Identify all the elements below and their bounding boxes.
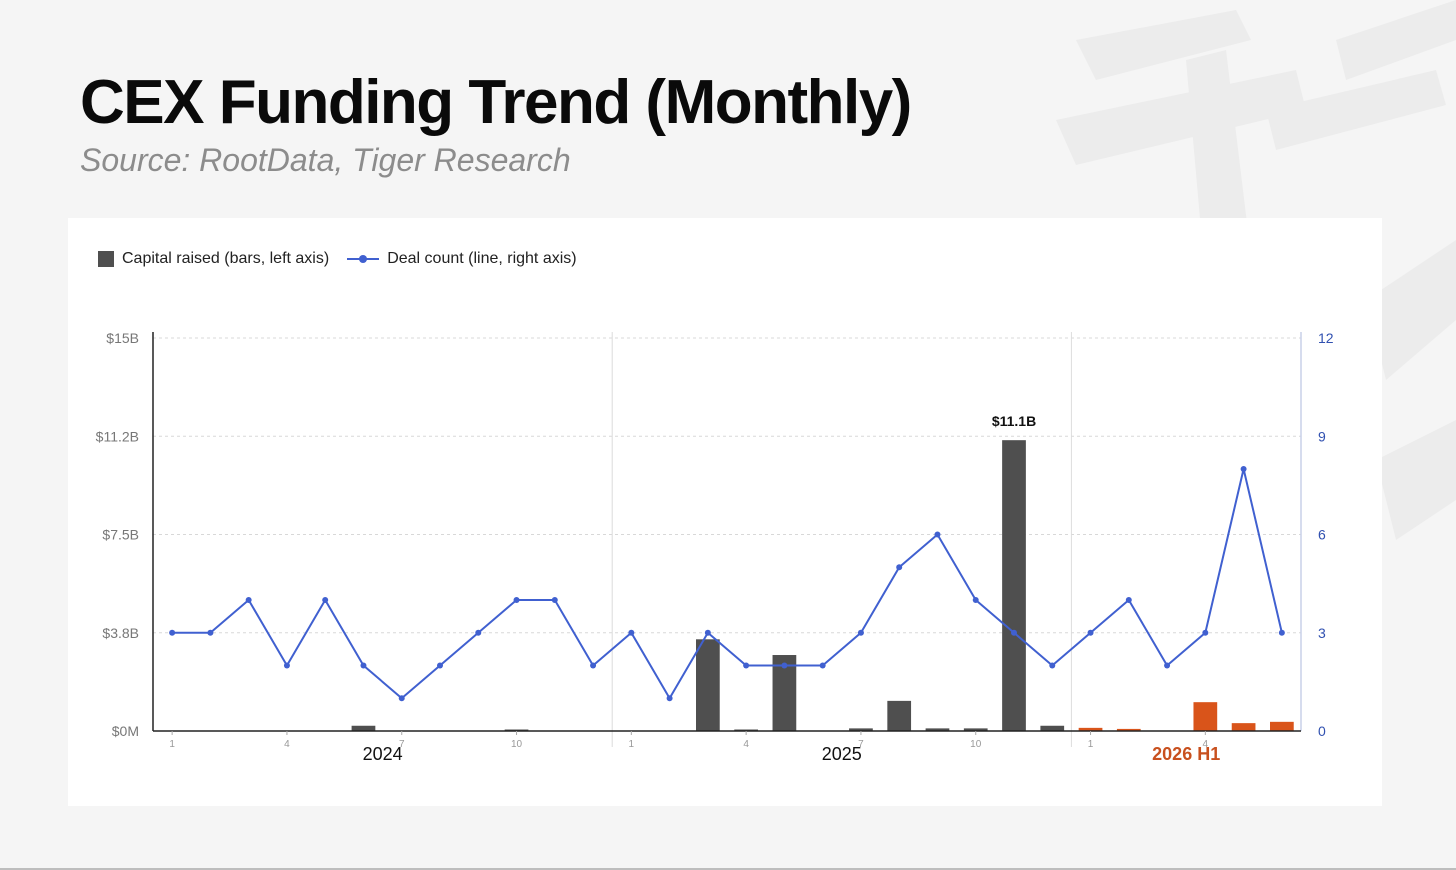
deal-count-point	[169, 629, 176, 636]
deal-count-point	[666, 695, 673, 702]
page-subtitle: Source: RootData, Tiger Research	[80, 142, 571, 178]
deal-count-point	[322, 597, 329, 603]
left-axis-tick-label: $7.5B	[102, 527, 139, 543]
deal-count-point	[437, 662, 443, 669]
funding-chart: $0M $3.8B $7.5B $11.2B $15B 0 3 6 9 12 1 4 7 10 1 4 7 10 1…	[96, 330, 1334, 764]
deal-count-point	[781, 662, 788, 669]
month-tick-label: 7	[399, 739, 405, 750]
deal-count-point	[972, 597, 979, 603]
left-axis-tick-label: $0M	[112, 723, 139, 739]
legend-item-capital[interactable]: Capital raised (bars, left axis)	[98, 250, 329, 268]
bar	[772, 655, 797, 731]
left-axis-tick-label: $3.8B	[102, 625, 139, 641]
deal-count-point	[1240, 466, 1247, 472]
bar	[1231, 723, 1256, 731]
deal-count-point	[1125, 597, 1132, 603]
year-label: 2025	[822, 744, 862, 764]
legend-item-deals[interactable]: Deal count (line, right axis)	[347, 250, 577, 268]
bar	[1116, 728, 1141, 731]
deal-count-point	[1049, 662, 1056, 669]
left-axis-tick-label: $11.2B	[96, 428, 139, 444]
deal-count-point	[1164, 662, 1171, 669]
bar	[1270, 721, 1294, 731]
year-label: 2026 H1	[1152, 744, 1220, 764]
right-axis-tick-label: 6	[1318, 527, 1326, 543]
bar	[1040, 725, 1065, 731]
deal-count-point	[398, 695, 405, 702]
deal-count-point	[896, 564, 903, 571]
deal-count-point	[360, 662, 367, 669]
bar	[1078, 727, 1103, 731]
deal-count-point	[628, 629, 635, 636]
month-tick-label: 1	[629, 739, 635, 750]
right-axis-tick-label: 0	[1318, 723, 1326, 739]
month-tick-label: 4	[743, 739, 749, 750]
deal-count-point	[743, 662, 750, 669]
bar	[1002, 440, 1026, 731]
bar	[1193, 702, 1218, 731]
chart-card: Capital raised (bars, left axis) Deal co…	[68, 218, 1382, 806]
deal-count-point	[283, 662, 290, 669]
deal-count-point	[1202, 629, 1209, 636]
deal-count-point	[590, 662, 597, 669]
month-tick-label: 4	[284, 739, 290, 750]
peak-annotation: $11.1B	[992, 413, 1036, 429]
year-label: 2024	[363, 744, 403, 764]
month-tick-label: 10	[970, 739, 982, 750]
deal-count-line	[172, 468, 1283, 700]
deal-count-point	[704, 629, 711, 636]
deal-count-point	[857, 629, 864, 636]
month-tick-label: 4	[1203, 739, 1209, 750]
month-tick-label: 7	[858, 739, 864, 750]
bar	[351, 725, 376, 731]
page-title: CEX Funding Trend (Monthly)	[80, 68, 912, 137]
bar	[925, 728, 950, 731]
deal-count-point	[475, 629, 482, 636]
bar	[887, 700, 912, 731]
bar	[696, 639, 720, 731]
bar	[849, 728, 873, 731]
month-tick-label: 10	[511, 739, 523, 750]
deal-count-point	[934, 531, 941, 538]
line-swatch-icon	[347, 251, 380, 267]
bar	[963, 728, 988, 731]
deal-count-point	[1087, 629, 1094, 636]
deal-count-point	[245, 597, 252, 603]
right-axis-tick-label: 12	[1318, 330, 1334, 346]
left-axis-tick-label: $15B	[106, 330, 139, 346]
deal-count-point	[513, 597, 520, 603]
month-tick-label: 1	[1088, 739, 1094, 750]
chart-legend: Capital raised (bars, left axis) Deal co…	[98, 250, 595, 268]
deal-count-point	[819, 662, 826, 669]
right-axis-tick-label: 9	[1318, 428, 1326, 444]
legend-label-deals: Deal count (line, right axis)	[387, 250, 577, 267]
month-tick-label: 1	[169, 739, 175, 750]
bar-swatch-icon	[98, 251, 114, 267]
right-axis-tick-label: 3	[1318, 625, 1326, 641]
deal-count-point	[551, 597, 558, 603]
deal-count-point	[1278, 629, 1285, 636]
legend-label-capital: Capital raised (bars, left axis)	[122, 250, 330, 267]
deal-count-point	[1011, 629, 1017, 636]
deal-count-point	[207, 629, 214, 636]
bottom-divider	[0, 868, 1456, 870]
